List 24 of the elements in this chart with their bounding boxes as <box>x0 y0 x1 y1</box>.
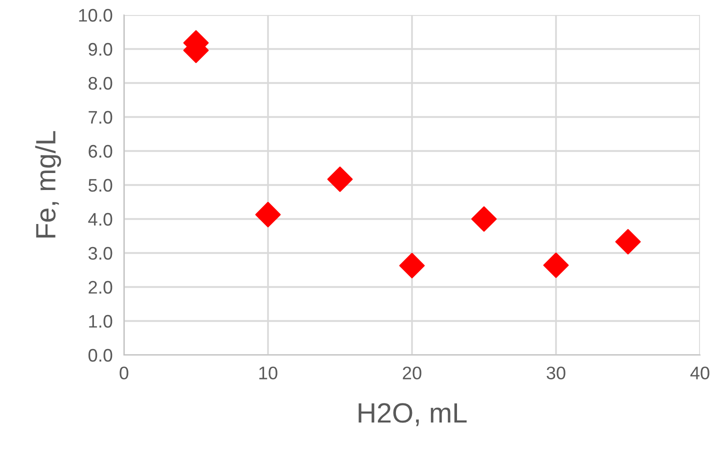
x-axis-title: H2O, mL <box>358 403 467 426</box>
point <box>615 229 641 255</box>
y-tick-label: 3.0 <box>88 246 112 260</box>
point <box>399 252 425 278</box>
y-tick-label: 9.0 <box>88 42 112 56</box>
y-tick-label: 7.0 <box>88 110 112 124</box>
point <box>255 202 281 228</box>
point <box>327 166 353 192</box>
x-tick-label: 10 <box>259 366 278 380</box>
y-tick-label: 10.0 <box>79 8 112 22</box>
y-tick-label: 8.0 <box>88 76 112 90</box>
point <box>471 206 497 232</box>
x-tick-label: 30 <box>546 366 566 380</box>
point <box>543 252 569 278</box>
y-tick-label: 1.0 <box>89 314 112 328</box>
x-tick-label: 20 <box>402 366 422 380</box>
y-axis-title: Fe, mg/L <box>35 131 62 238</box>
x-tick-label: 0 <box>120 366 128 380</box>
y-tick-label: 6.0 <box>88 144 112 158</box>
y-tick-label: 0.0 <box>88 348 112 362</box>
y-tick-label: 4.0 <box>88 212 112 226</box>
y-tick-label: 5.0 <box>88 178 112 192</box>
y-tick-label: 2.0 <box>88 280 112 294</box>
x-tick-label: 40 <box>690 366 710 380</box>
